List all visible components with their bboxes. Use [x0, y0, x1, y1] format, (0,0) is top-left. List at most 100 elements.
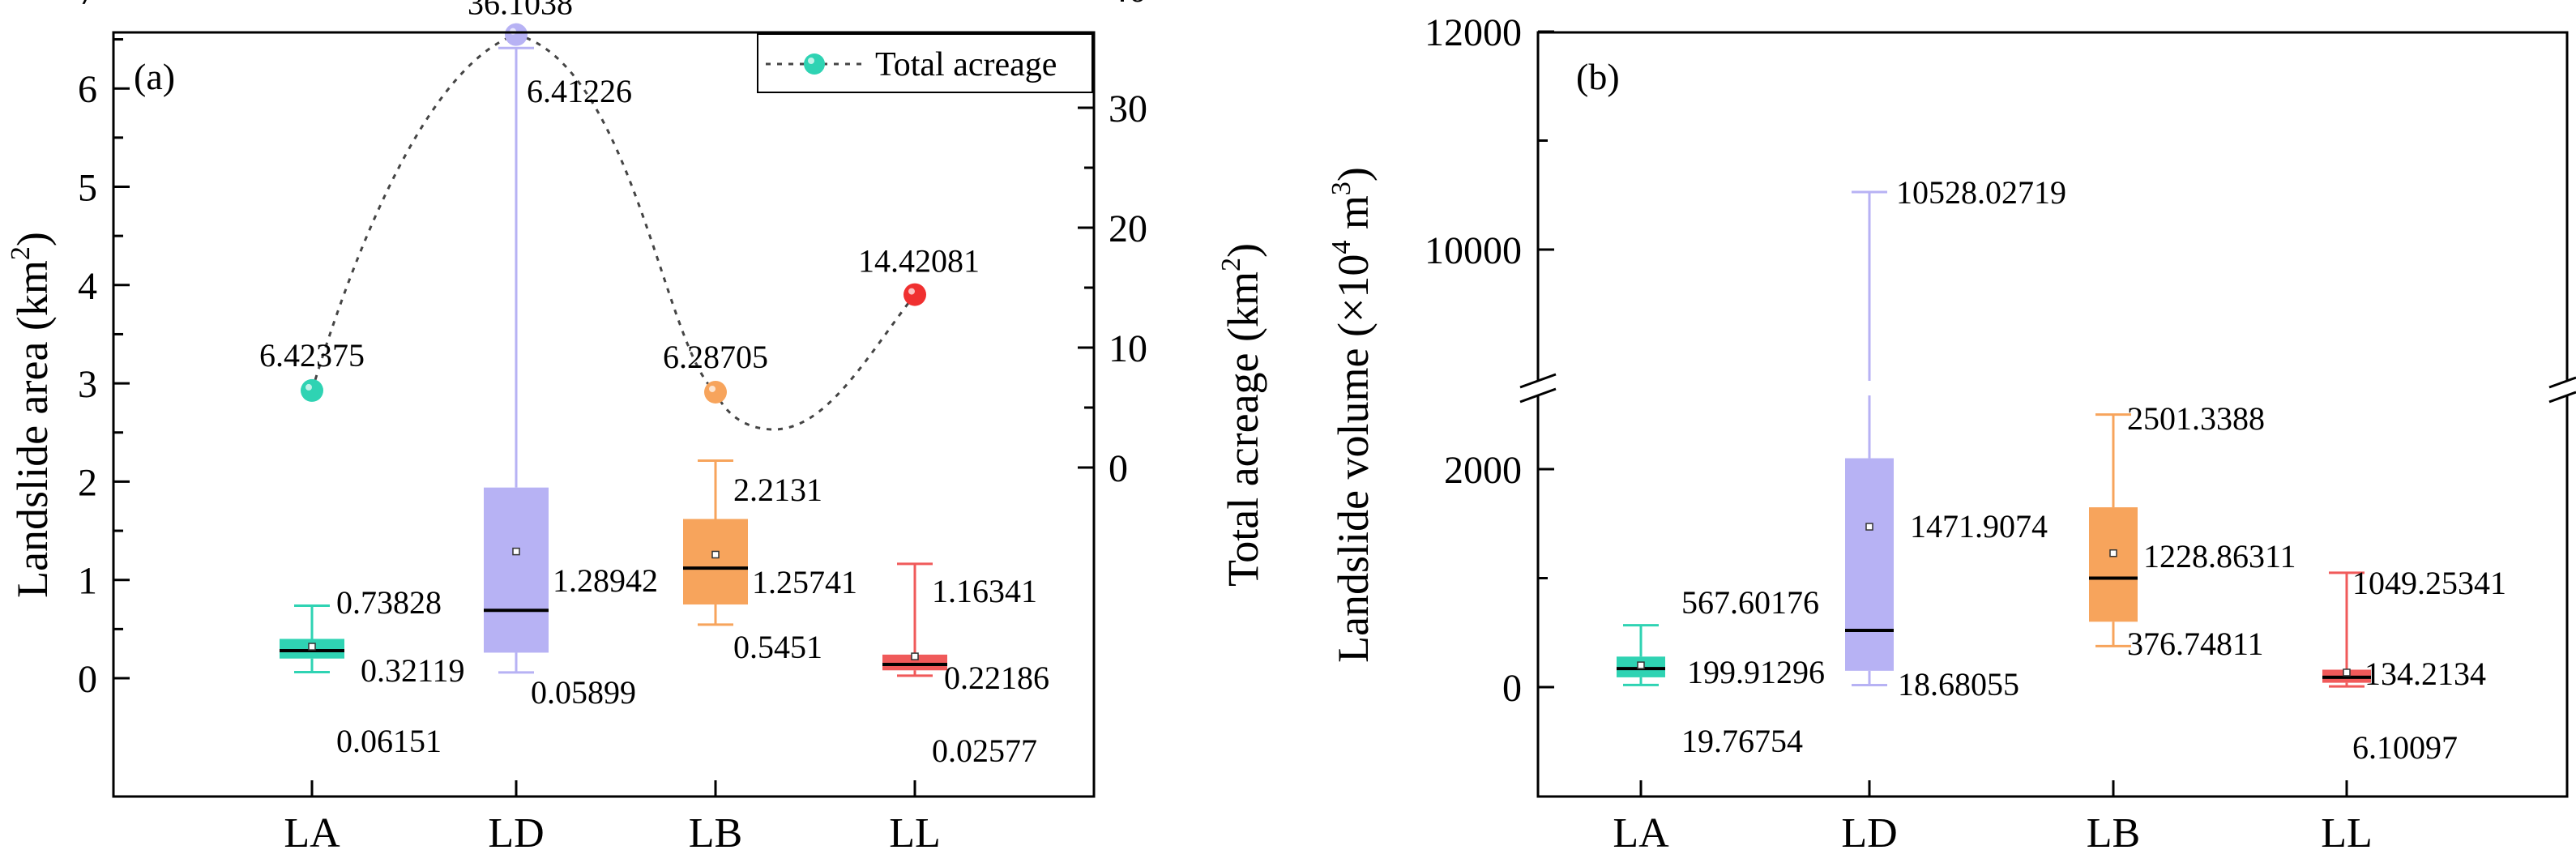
data-label: 19.76754: [1681, 723, 1803, 759]
box-a-lb-mean-marker: [711, 550, 720, 559]
panel-a-right-ticks: 0 10 20 30 40: [1078, 0, 1147, 490]
total-acreage-point: [505, 23, 528, 46]
legend-label: Total acreage: [875, 46, 1057, 83]
panel-b-x-ticks: LA LD LB LL: [1613, 780, 2373, 856]
y-tick-label: 3: [78, 363, 97, 406]
data-label: 0.73828: [336, 584, 442, 621]
total-acreage-point-highlight: [709, 385, 716, 392]
y-tick-label: 10000: [1425, 229, 1522, 272]
x-tick-label: LA: [1613, 810, 1669, 856]
x-tick-label: LB: [2087, 810, 2140, 856]
data-label: 1228.86311: [2143, 538, 2296, 574]
data-label: 1049.25341: [2352, 565, 2506, 601]
box-b-ll-mean-marker: [2343, 668, 2351, 677]
panel-a: 0 1 2 3 4 5 6 7 0 10 20 30 40 LA LD LB LL 6.42375 36.10…: [6, 0, 1267, 856]
data-label: 6.41226: [527, 73, 632, 109]
data-label: 1.16341: [932, 573, 1037, 609]
panel-a-right-axis-title-close: ): [1219, 243, 1267, 258]
data-label: 0.05899: [531, 674, 636, 711]
data-label: 134.2134: [2365, 656, 2486, 692]
data-label: 6.42375: [259, 337, 365, 374]
total-acreage-point: [301, 378, 323, 402]
panel-a-legend: Total acreage: [757, 33, 1093, 93]
panel-a-frame: [112, 31, 1096, 798]
total-acreage-point: [704, 380, 727, 404]
box-a-ll-box: [882, 654, 947, 671]
box-b-la-mean-marker: [1637, 661, 1645, 669]
panel-a-right-axis-title-main: Total acreage (km: [1219, 271, 1267, 587]
data-label: 376.74811: [2127, 626, 2264, 662]
y2-tick-label: 40: [1109, 0, 1147, 11]
axis-break-mark-right-bottom: [2548, 391, 2576, 404]
box-b-lb-mean-marker: [2109, 549, 2117, 557]
data-label: 1471.9074: [1910, 508, 2048, 545]
data-label: 0.32119: [361, 652, 465, 689]
y-tick-label: 6: [78, 68, 97, 111]
panel-a-left-axis-title-main: Landslide area (km: [8, 260, 57, 598]
y2-tick-label: 30: [1109, 88, 1147, 130]
total-acreage-points: [301, 23, 926, 404]
data-label: 1.28942: [553, 562, 658, 599]
panel-b-boxes: [1617, 190, 2371, 688]
y-tick-label: 7: [78, 0, 97, 13]
data-label: 0.5451: [733, 629, 822, 665]
data-label: 0.02577: [932, 732, 1037, 769]
y2-tick-label: 20: [1109, 207, 1147, 250]
panel-b-axis-title-close: ): [1329, 167, 1378, 182]
y-tick-label: 0: [78, 658, 97, 701]
y-tick-label: 4: [78, 265, 97, 308]
panel-b-frame: [1536, 31, 2569, 798]
data-label: 567.60176: [1681, 584, 1819, 621]
data-label: 14.42081: [858, 243, 980, 280]
legend-marker-highlight: [808, 58, 814, 64]
panel-a-left-axis-title-close: ): [8, 232, 57, 246]
panel-b-axis-title-sup2: 3: [1326, 182, 1356, 195]
box-a-ld-mean-marker: [512, 547, 520, 556]
y-tick-label: 12000: [1425, 11, 1522, 54]
axis-break-mark-left-bottom: [1519, 387, 1557, 404]
data-label: 36.1038: [468, 0, 573, 22]
panel-a-left-ticks: 0 1 2 3 4 5 6 7: [78, 0, 130, 701]
panel-b: 0 2000 10000 12000 LA LD LB LL 567.60176 199.91…: [1326, 11, 2576, 856]
panel-a-label: (a): [134, 56, 175, 97]
x-tick-label: LB: [689, 810, 742, 856]
box-b-ld-box: [1845, 458, 1894, 671]
axis-break-gap: [1523, 381, 2576, 395]
data-label: 0.22186: [944, 660, 1049, 696]
x-tick-label: LL: [2321, 810, 2373, 856]
y-tick-label: 0: [1502, 667, 1522, 710]
data-label: 2.2131: [733, 472, 822, 508]
data-label: 2501.3388: [2127, 400, 2265, 437]
data-label: 199.91296: [1687, 654, 1825, 690]
panel-b-left-ticks: 0 2000 10000 12000: [1425, 11, 1554, 710]
panel-a-data-labels: 6.42375 36.1038 6.28705 14.42081 0.73828 0.32…: [259, 0, 1049, 769]
panel-b-data-labels: 567.60176 199.91296 19.76754 10528.02719 147…: [1681, 174, 2506, 766]
data-label: 10528.02719: [1896, 174, 2066, 211]
x-tick-label: LL: [889, 810, 941, 856]
y-tick-label: 1: [78, 560, 97, 603]
panel-a-left-axis-title: Landslide area (km2): [6, 232, 57, 598]
panel-b-label: (b): [1576, 56, 1620, 97]
box-a-ld-box: [484, 487, 549, 653]
y-tick-label: 2: [78, 461, 97, 504]
panel-a-right-axis-title-sup: 2: [1216, 258, 1246, 271]
y2-tick-label: 10: [1109, 327, 1147, 370]
y-tick-label: 2000: [1444, 449, 1522, 492]
data-label: 0.06151: [336, 723, 442, 759]
y2-tick-label: 0: [1109, 447, 1128, 490]
data-label: 6.28705: [663, 339, 768, 375]
box-a-la-mean-marker: [308, 643, 316, 651]
axis-break-mark-right-top: [2548, 376, 2576, 389]
x-tick-label: LD: [1841, 810, 1897, 856]
total-acreage-point-highlight: [305, 383, 312, 391]
panel-a-left-axis-title-sup: 2: [6, 246, 36, 260]
x-tick-label: LA: [284, 810, 340, 856]
axis-break-mark-left-top: [1519, 373, 1557, 389]
panel-a-x-ticks: LA LD LB LL: [284, 780, 941, 856]
panel-b-axis-title-mid: m: [1329, 195, 1378, 241]
panel-a-right-axis-title: Total acreage (km2): [1216, 243, 1267, 587]
data-label: 18.68055: [1898, 666, 2019, 703]
data-label: 1.25741: [752, 564, 857, 600]
legend-marker: [804, 53, 825, 75]
